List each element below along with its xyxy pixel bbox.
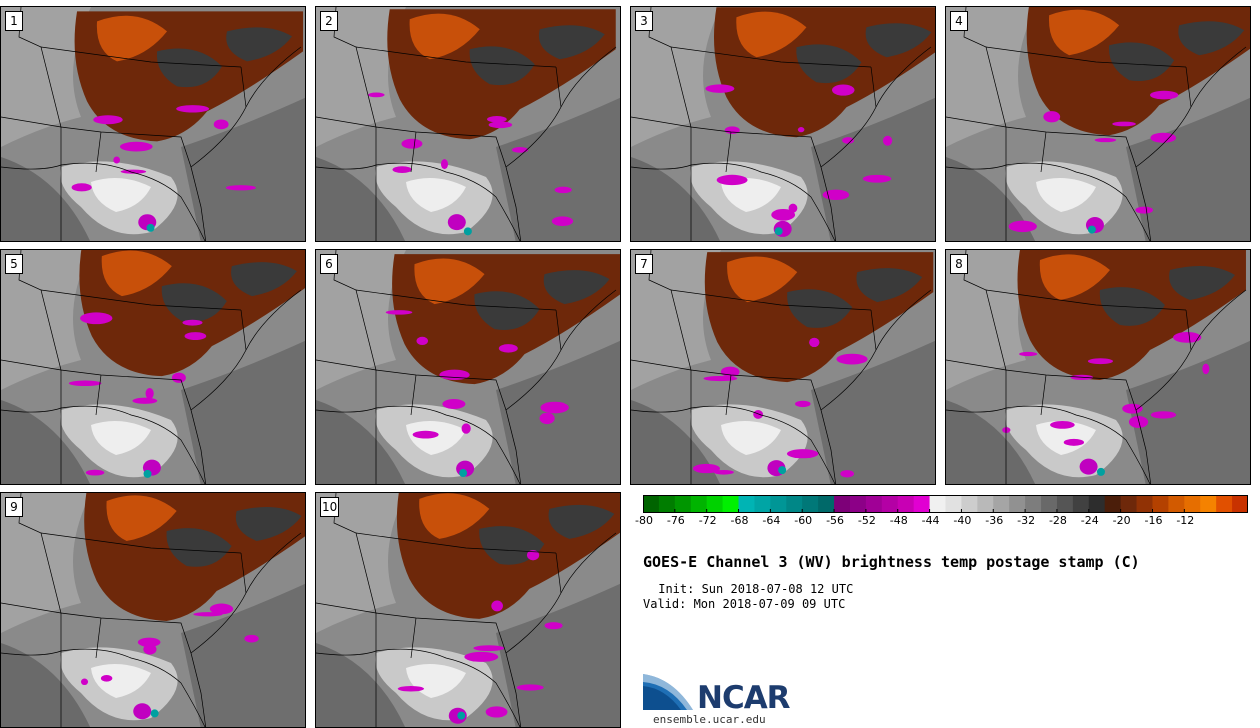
colorbar-bin — [1041, 495, 1058, 513]
member-panel-7: 7 — [630, 249, 936, 485]
member-panel-6: 6 — [315, 249, 621, 485]
member-number-2: 2 — [320, 11, 338, 31]
member-number-5: 5 — [5, 254, 23, 274]
colorbar-bin — [1152, 495, 1169, 513]
colorbar-bin — [849, 495, 867, 513]
colorbar-bin — [961, 495, 978, 513]
colorbar-bin — [674, 495, 692, 513]
colorbar-tick-label: -12 — [1176, 514, 1195, 527]
colorbar — [643, 495, 1248, 513]
colorbar-bin — [1136, 495, 1153, 513]
wv-map-8 — [946, 250, 1250, 484]
colorbar-bin — [1232, 495, 1248, 513]
valid-time-label: Valid: Mon 2018-07-09 09 UTC — [643, 597, 846, 611]
colorbar-bin — [754, 495, 771, 513]
colorbar-tick-label: -52 — [857, 514, 876, 527]
init-time-label: Init: Sun 2018-07-08 12 UTC — [651, 582, 854, 596]
member-panel-5: 5 — [0, 249, 306, 485]
wv-map-10 — [316, 493, 620, 727]
colorbar-bin — [770, 495, 787, 513]
colorbar-bin — [913, 495, 931, 513]
member-panel-10: 10 — [315, 492, 621, 728]
colorbar-bin — [643, 495, 660, 513]
colorbar-tick-label: -36 — [985, 514, 1004, 527]
colorbar-bin — [1216, 495, 1233, 513]
colorbar-tick-label: -64 — [762, 514, 781, 527]
colorbar-bin — [993, 495, 1010, 513]
colorbar-tick-label: -68 — [730, 514, 749, 527]
wv-map-7 — [631, 250, 935, 484]
member-number-3: 3 — [635, 11, 653, 31]
colorbar-tick-label: -44 — [921, 514, 940, 527]
colorbar-bin — [1056, 495, 1074, 513]
colorbar-bin — [1009, 495, 1026, 513]
colorbar-tick-label: -20 — [1112, 514, 1131, 527]
colorbar-tick-label: -80 — [635, 514, 653, 527]
colorbar-bin — [1200, 495, 1217, 513]
wv-map-5 — [1, 250, 305, 484]
ncar-url: ensemble.ucar.edu — [653, 713, 766, 726]
member-number-1: 1 — [5, 11, 23, 31]
colorbar-tick-label: -28 — [1048, 514, 1067, 527]
colorbar-bin — [897, 495, 915, 513]
colorbar-tick-labels: -80 -76 -72 -68 -64 -60 -56 -52 -48 -44 -40 -36 -32-… — [635, 514, 1248, 530]
colorbar-bin — [706, 495, 724, 513]
member-panel-9: 9 — [0, 492, 306, 728]
colorbar-tick-label: -24 — [1080, 514, 1099, 527]
member-number-7: 7 — [635, 254, 653, 274]
member-panel-8: 8 — [945, 249, 1251, 485]
colorbar-tick-label: -32 — [1017, 514, 1036, 527]
member-number-4: 4 — [950, 11, 968, 31]
colorbar-bin — [929, 495, 946, 513]
member-number-10: 10 — [320, 497, 340, 517]
colorbar-bin — [865, 495, 883, 513]
wv-map-6 — [316, 250, 620, 484]
colorbar-bin — [834, 495, 851, 513]
figure-title: GOES-E Channel 3 (WV) brightness temp po… — [643, 553, 1140, 571]
member-panel-1: 1 — [0, 6, 306, 242]
member-number-8: 8 — [950, 254, 968, 274]
colorbar-bin — [1088, 495, 1106, 513]
colorbar-bin — [1120, 495, 1138, 513]
member-panel-2: 2 — [315, 6, 621, 242]
colorbar-tick-label: -76 — [666, 514, 685, 527]
colorbar-tick-label: -48 — [889, 514, 908, 527]
colorbar-bin — [1184, 495, 1201, 513]
colorbar-tick-label: -56 — [826, 514, 845, 527]
wv-map-4 — [946, 7, 1250, 241]
colorbar-bin — [945, 495, 962, 513]
wv-map-9 — [1, 493, 305, 727]
colorbar-bin — [690, 495, 708, 513]
ncar-logo-text: NCAR — [697, 680, 791, 716]
member-number-9: 9 — [5, 497, 23, 517]
colorbar-bin — [977, 495, 994, 513]
member-panel-3: 3 — [630, 6, 936, 242]
colorbar-tick-label: -40 — [953, 514, 972, 527]
wv-map-2 — [316, 7, 620, 241]
member-panel-4: 4 — [945, 6, 1251, 242]
colorbar-tick-label: -16 — [1144, 514, 1163, 527]
colorbar-tick-label: -72 — [698, 514, 717, 527]
colorbar-bin — [722, 495, 740, 513]
colorbar-bin — [786, 495, 803, 513]
colorbar-tick-label: -60 — [794, 514, 813, 527]
colorbar-bin — [881, 495, 899, 513]
colorbar-bin — [1025, 495, 1042, 513]
colorbar-bin — [1072, 495, 1090, 513]
colorbar-bin — [738, 495, 755, 513]
colorbar-bin — [818, 495, 835, 513]
wv-map-3 — [631, 7, 935, 241]
colorbar-bin — [802, 495, 819, 513]
colorbar-bin — [1168, 495, 1185, 513]
colorbar-bin — [1104, 495, 1122, 513]
member-number-6: 6 — [320, 254, 338, 274]
colorbar-bin — [658, 495, 676, 513]
ncar-logo-icon — [643, 674, 693, 710]
wv-map-1 — [1, 7, 305, 241]
